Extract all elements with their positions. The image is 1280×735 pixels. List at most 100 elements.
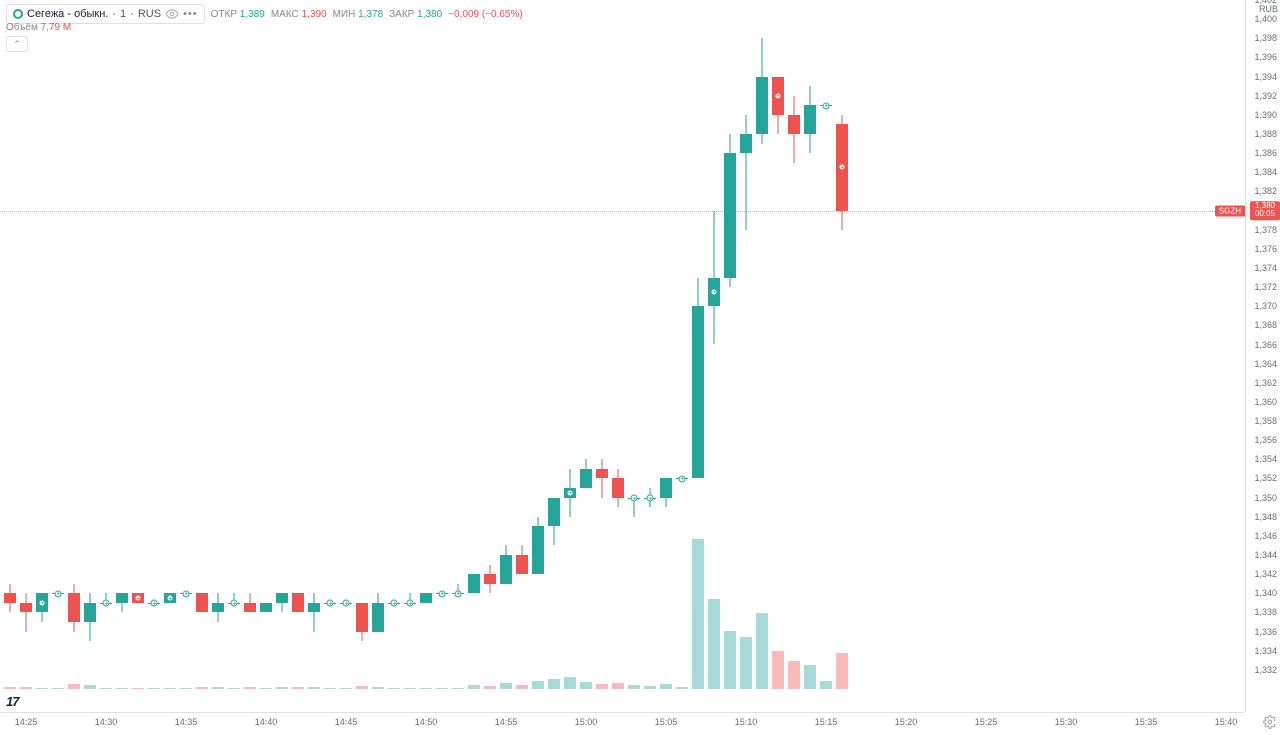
x-tick: 14:55 [495,717,518,727]
x-tick: 14:50 [415,717,438,727]
x-tick: 15:30 [1055,717,1078,727]
y-tick: 1,364 [1254,359,1277,369]
volume-bar [628,685,640,689]
candle-marker-icon [231,600,238,607]
volume-bar [708,599,720,689]
y-tick: 1,368 [1254,320,1277,330]
symbol-icon [13,9,23,19]
volume-bar [420,688,432,689]
volume-bar [692,539,704,689]
y-tick: 1,384 [1254,167,1277,177]
symbol-pill[interactable]: Сегежа - обыкн. · 1 · RUS ••• [6,4,205,24]
candle-marker-icon [775,92,782,99]
tradingview-logo: 17 [6,694,18,709]
y-tick: 1,336 [1254,627,1277,637]
volume-bar [148,688,160,689]
x-tick: 15:15 [815,717,838,727]
volume-bar [276,687,288,689]
y-tick: 1,392 [1254,91,1277,101]
y-tick: 1,340 [1254,588,1277,598]
volume-bar [100,688,112,689]
volume-bar [372,687,384,689]
chart-canvas[interactable] [0,0,1245,712]
volume-bar [564,677,576,689]
y-tick: 1,382 [1254,186,1277,196]
y-tick: 1,370 [1254,301,1277,311]
x-tick: 14:45 [335,717,358,727]
more-icon[interactable]: ••• [183,8,198,20]
time-axis[interactable]: 14:25 14:30 14:35 14:40 14:45 14:50 14:55 15:00… [0,712,1245,735]
candle-marker-icon [455,590,462,597]
volume-bar [340,688,352,689]
candle-marker-icon [151,600,158,607]
candle-marker-icon [391,600,398,607]
volume-bar [644,686,656,689]
y-tick: 1,358 [1254,416,1277,426]
y-tick: 1,334 [1254,646,1277,656]
volume-bar [804,665,816,689]
volume-bar [116,688,128,689]
candle-marker-icon [407,600,414,607]
candle-marker-icon [103,600,110,607]
y-tick: 1,354 [1254,454,1277,464]
volume-bar [164,688,176,689]
candle-marker-icon [135,595,142,602]
x-tick: 15:00 [575,717,598,727]
volume-bar [452,688,464,689]
volume-bar [292,687,304,689]
volume-bar [404,688,416,689]
volume-bar [836,653,848,689]
candle-marker-icon [631,495,638,502]
y-tick: 1,332 [1254,665,1277,675]
settings-icon[interactable] [1263,715,1277,729]
candle-marker-icon [711,288,718,295]
y-tick: 1,376 [1254,244,1277,254]
currency-label[interactable]: RUB [1259,4,1278,14]
volume-bar [180,688,192,689]
volume-bar [244,687,256,689]
x-tick: 14:40 [255,717,278,727]
y-tick: 1,344 [1254,550,1277,560]
candle-marker-icon [183,590,190,597]
candle-marker-icon [647,495,654,502]
price-marker: 1,38000:05 [1250,201,1280,221]
volume-bar [820,681,832,689]
ticker-marker: SGZH [1215,205,1245,216]
x-tick: 14:30 [95,717,118,727]
volume-bar [212,687,224,689]
y-tick: 1,346 [1254,531,1277,541]
collapse-button[interactable]: ⌃ [6,36,28,52]
x-tick: 14:35 [175,717,198,727]
x-tick: 15:35 [1135,717,1158,727]
volume-bar [84,685,96,689]
x-tick: 15:25 [975,717,998,727]
volume-bar [756,613,768,689]
y-tick: 1,388 [1254,129,1277,139]
candle-marker-icon [343,600,350,607]
x-tick: 15:20 [895,717,918,727]
x-tick: 14:25 [15,717,38,727]
exchange: RUS [138,8,161,20]
volume-bar [324,688,336,689]
y-tick: 1,394 [1254,72,1277,82]
volume-bar [68,684,80,689]
y-tick: 1,400 [1254,14,1277,24]
current-price-line [0,211,1245,212]
volume-bar [4,687,16,689]
price-axis[interactable]: RUB 1,3321,3341,3361,3381,3401,3421,3441… [1245,0,1280,712]
x-tick: 15:40 [1215,717,1238,727]
volume-bar [388,688,400,689]
candle-marker-icon [823,102,830,109]
volume-bar [308,687,320,689]
volume-bar [516,685,528,689]
y-tick: 1,356 [1254,435,1277,445]
volume-readout: Объём 7,79 M [6,22,71,33]
visibility-icon[interactable] [165,7,179,21]
y-tick: 1,352 [1254,473,1277,483]
volume-bar [468,685,480,689]
volume-bar [788,661,800,689]
candle-marker-icon [439,590,446,597]
chart-header: Сегежа - обыкн. · 1 · RUS ••• ОТКР 1,389… [6,4,523,24]
y-tick: 1,378 [1254,225,1277,235]
y-tick: 1,362 [1254,378,1277,388]
